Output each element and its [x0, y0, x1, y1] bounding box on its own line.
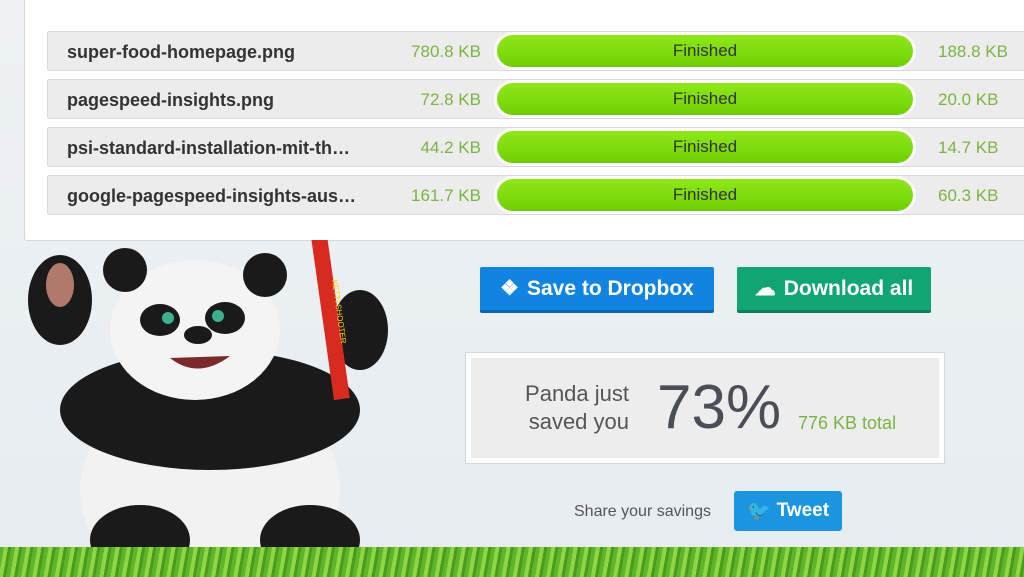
original-size: 72.8 KB: [420, 90, 482, 109]
file-name: pagespeed-insights.png: [67, 90, 275, 110]
dropbox-icon: ❖: [500, 277, 519, 300]
file-row: pagespeed-insights.png 72.8 KB Finished …: [47, 79, 1024, 119]
panda-mascot: KETTI SHOOTER: [28, 240, 388, 577]
savings-box: Panda just saved you 73% 776 KB total: [465, 352, 945, 464]
file-name: super-food-homepage.png: [67, 42, 295, 62]
savings-total: 776 KB total: [798, 413, 897, 433]
progress-status: Finished: [497, 179, 913, 211]
file-row: super-food-homepage.png 780.8 KB Finishe…: [47, 31, 1024, 71]
original-size: 161.7 KB: [411, 186, 481, 205]
progress-bar: Finished: [494, 32, 916, 70]
file-row: google-pagespeed-insights-aus… 161.7 KB …: [47, 175, 1024, 215]
file-name: google-pagespeed-insights-aus…: [67, 186, 357, 206]
download-all-button[interactable]: ☁ Download all: [737, 267, 931, 313]
compressed-size-link[interactable]: 14.7 KB: [938, 138, 999, 157]
download-label: Download all: [783, 276, 914, 300]
progress-status: Finished: [497, 83, 913, 115]
progress-status: Finished: [497, 131, 913, 163]
save-to-dropbox-button[interactable]: ❖ Save to Dropbox: [480, 267, 714, 313]
progress-bar: Finished: [494, 128, 916, 166]
twitter-bird-icon: 🐦: [746, 501, 771, 522]
share-label: Share your savings: [574, 503, 711, 520]
compressed-size-link[interactable]: 188.8 KB: [938, 42, 1008, 61]
progress-status: Finished: [497, 35, 913, 67]
savings-percent: 73%: [657, 373, 782, 442]
tweet-label: Tweet: [776, 500, 830, 521]
original-size: 44.2 KB: [420, 138, 482, 157]
progress-bar: Finished: [494, 80, 916, 118]
tweet-button[interactable]: 🐦 Tweet: [734, 491, 842, 531]
file-name: psi-standard-installation-mit-th…: [67, 138, 350, 158]
compressed-size-link[interactable]: 60.3 KB: [938, 186, 999, 205]
compressed-size-link[interactable]: 20.0 KB: [938, 90, 999, 109]
savings-line1: Panda just: [525, 381, 629, 406]
savings-line2: saved you: [528, 409, 629, 434]
progress-bar: Finished: [494, 176, 916, 214]
grass-decoration: [0, 547, 1024, 577]
original-size: 780.8 KB: [411, 42, 481, 61]
dropbox-label: Save to Dropbox: [526, 276, 694, 300]
file-row: psi-standard-installation-mit-th… 44.2 K…: [47, 127, 1024, 167]
cloud-download-icon: ☁: [754, 277, 776, 300]
